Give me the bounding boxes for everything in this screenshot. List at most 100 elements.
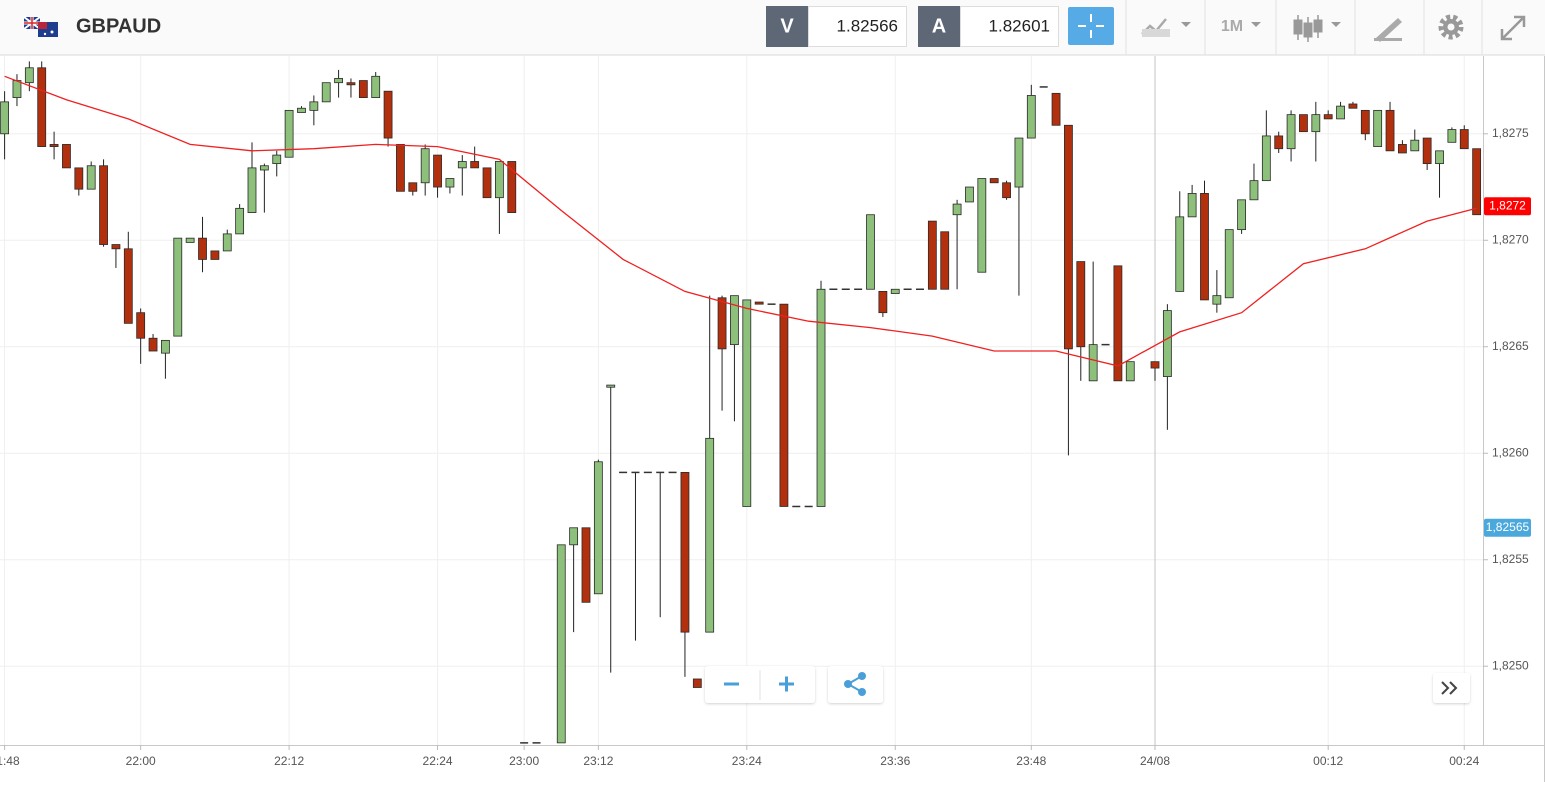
price-tag-label: 1,82565 [1486, 520, 1530, 534]
candle-body-down [1150, 361, 1160, 369]
axes: 1,8250 1,8255 1,8260 1,8265 1,8270 1,8275 21:4… [0, 126, 1531, 768]
zoom-controls [705, 666, 1470, 703]
x-tick-label: 23:00 [509, 754, 539, 768]
symbol: GBPAUD [76, 15, 161, 37]
price-tag [1484, 518, 1531, 537]
timeframe-button[interactable]: 1M [1221, 18, 1261, 35]
y-tick-label: 1,8275 [1492, 126, 1529, 140]
indicator-button[interactable] [1141, 18, 1191, 37]
draw-button[interactable] [1374, 18, 1402, 42]
candle-body-up [235, 207, 245, 235]
candle-body-up [371, 75, 381, 98]
fullscreen-button[interactable] [1500, 15, 1526, 41]
candle-body-down [1360, 109, 1370, 135]
candle-body-down [210, 250, 220, 260]
candle-body-up [284, 109, 294, 158]
candle-body-up [952, 203, 962, 216]
candle-body-up [420, 148, 430, 184]
candle-body-down [1064, 124, 1073, 350]
candle-body-up [1187, 193, 1197, 218]
chart-type-button[interactable] [1293, 15, 1341, 42]
candle-body-up [854, 288, 863, 291]
candle-body-up [1101, 343, 1110, 346]
candle-body-up [619, 471, 628, 474]
candle-body-up [1249, 180, 1259, 201]
timeframe[interactable]: 1M [1221, 18, 1243, 35]
candle-body-down [408, 182, 418, 192]
candle-body-down [1076, 261, 1086, 348]
candle-body-down [433, 154, 442, 188]
candle-body-down [123, 248, 133, 324]
candle-body-down [989, 178, 999, 184]
candle-body-up [222, 233, 232, 252]
candle-body-up [841, 288, 850, 291]
candle-body-down [1398, 144, 1407, 154]
price-tag-label: 1,8272 [1489, 198, 1526, 212]
candle-body-up [866, 214, 875, 290]
moving-average-line [4, 75, 1477, 367]
y-tick-label: 1,8260 [1492, 445, 1529, 459]
share-button[interactable] [844, 672, 866, 696]
candle-body-down [37, 67, 47, 147]
x-tick-label: 23:24 [732, 754, 762, 768]
candle-body-up [977, 178, 987, 273]
x-tick-label: 23:36 [880, 754, 910, 768]
zoom-in-button[interactable] [779, 676, 794, 692]
candle-body-up [890, 288, 900, 294]
candle-body-up [1175, 216, 1185, 292]
candle-body-up [556, 544, 566, 744]
candle-body-up [1410, 139, 1420, 152]
y-tick-label: 1,8250 [1492, 658, 1529, 672]
candle-body-up [161, 339, 170, 354]
y-tick-label: 1,8265 [1492, 339, 1529, 353]
candle-body-up [1212, 295, 1222, 305]
candle-body-up [520, 742, 529, 744]
candle-body-up [1261, 135, 1271, 182]
candle-body-up [321, 82, 331, 103]
candle-body-down [878, 290, 888, 314]
candle-body-up [1373, 109, 1383, 147]
x-tick-label: 24/08 [1140, 754, 1170, 768]
y-tick-label: 1,8270 [1492, 232, 1529, 246]
candle-body-up [606, 384, 616, 388]
ask-price: 1.82601 [989, 16, 1050, 35]
candle-body-up [792, 505, 801, 508]
candle-body-down [1323, 114, 1333, 120]
candle-body-down [62, 144, 71, 169]
candle-body-down [396, 144, 405, 192]
candle-body-up [0, 101, 9, 135]
candle-body-up [915, 288, 924, 291]
candle-body-up [1162, 310, 1172, 377]
candle-body-down [74, 167, 84, 190]
candle-body-up [1039, 86, 1048, 88]
candle-body-down [358, 80, 368, 98]
scroll-right-button[interactable] [1441, 681, 1458, 695]
candle-body-down [1051, 92, 1061, 126]
candle-body-up [643, 471, 652, 474]
candle-body-up [457, 161, 467, 169]
crosshair-button[interactable] [1068, 7, 1114, 45]
candle-body-up [297, 107, 306, 113]
settings-button[interactable] [1438, 14, 1464, 40]
candle-body-up [1125, 361, 1135, 382]
candle-body-up [1311, 114, 1321, 133]
candle-body-up [247, 167, 257, 213]
candle-body-down [779, 303, 789, 507]
candle-body-down [148, 337, 158, 352]
candle-body-up [272, 154, 282, 165]
candle-body-down [940, 231, 950, 290]
candle-body-down [1002, 182, 1011, 199]
x-tick-label: 21:48 [0, 754, 20, 768]
x-tick-label: 22:24 [423, 754, 453, 768]
candle-body-down [507, 161, 517, 213]
candle-body-down [754, 301, 764, 305]
bid-key-bg [766, 6, 808, 47]
candle-body-up [767, 303, 776, 305]
candle-body-up [1336, 105, 1345, 120]
x-tick-label: 23:12 [583, 754, 613, 768]
candle-body-down [692, 678, 702, 688]
candle-body-down [1299, 114, 1308, 133]
candle-body-down [136, 312, 146, 339]
candle-body-up [569, 527, 579, 546]
